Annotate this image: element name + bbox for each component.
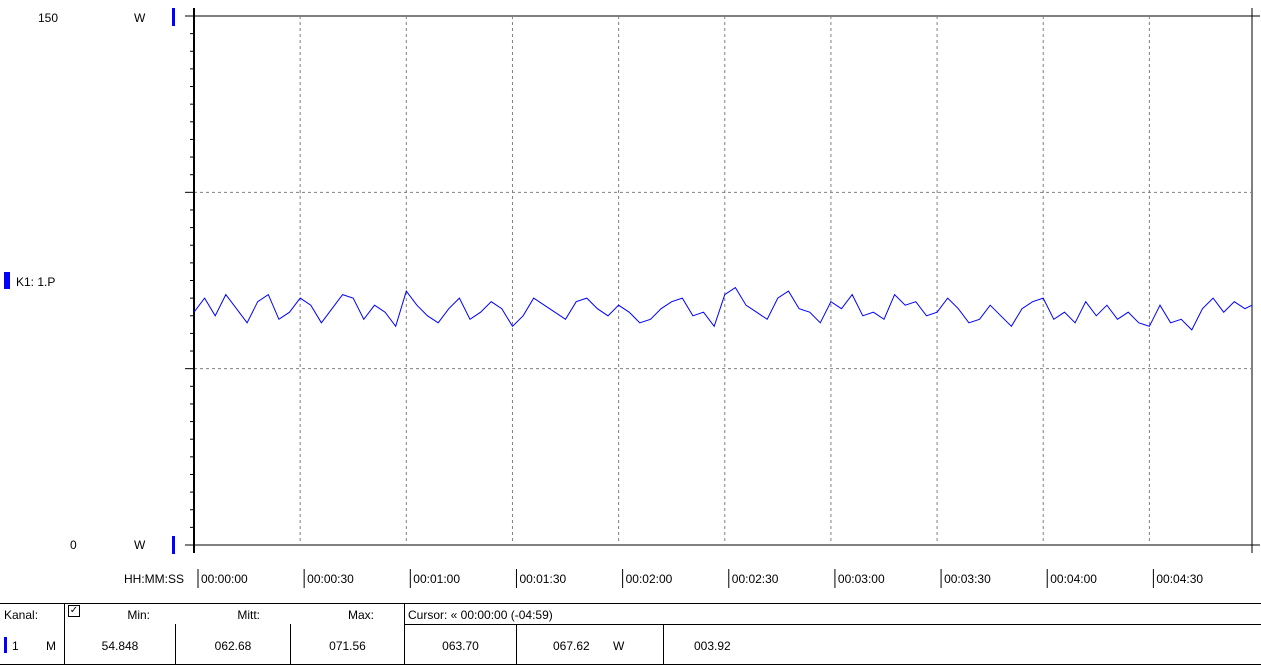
kanal-header: Kanal:	[4, 608, 39, 622]
x-tick-label: 00:03:30	[944, 572, 991, 586]
channel-label[interactable]: K1: 1.P	[16, 275, 55, 289]
cursor-value-3: 003.92	[694, 639, 731, 653]
x-tick-label: 00:04:30	[1156, 572, 1203, 586]
statistics-table: Kanal: ✓ Min: Mitt: Max: Cursor: « 00:00…	[0, 603, 1261, 665]
x-tick-label: 00:02:30	[732, 572, 779, 586]
y-min-unit: W	[134, 538, 146, 552]
channel-checkbox[interactable]: ✓	[68, 605, 80, 617]
channel-color-swatch	[4, 637, 7, 653]
cursor-header-border	[405, 624, 1261, 625]
grid	[194, 8, 1260, 553]
x-axis-label: HH:MM:SS	[124, 572, 184, 586]
series-line-k1	[193, 286, 1253, 331]
cursor-value-1: 063.70	[442, 639, 479, 653]
col-divider	[64, 603, 65, 665]
col-divider	[404, 603, 405, 665]
y-max-label: 150	[38, 11, 58, 25]
y-min-marker	[172, 536, 175, 554]
y-min-label: 0	[70, 538, 77, 552]
min-header: Min:	[127, 608, 150, 622]
min-value: 54.848	[101, 639, 139, 653]
max-value: 071.56	[329, 639, 366, 653]
cursor-value-2: 067.62	[553, 639, 590, 653]
x-tick-label: 00:01:00	[413, 572, 460, 586]
mitt-header: Mitt:	[237, 608, 260, 622]
x-tick-labels: 00:00:00 00:00:30 00:01:00 00:01:30 00:02:00…	[197, 569, 1203, 588]
max-header: Max:	[347, 608, 374, 622]
channel-number: 1	[12, 639, 19, 653]
x-tick-label: 00:03:00	[838, 572, 885, 586]
table-top-border	[0, 603, 1261, 604]
col-divider	[290, 624, 291, 665]
channel-mode: M	[46, 639, 56, 653]
checkbox-mark: ✓	[69, 605, 79, 616]
x-tick-label: 00:01:30	[519, 572, 566, 586]
mitt-value: 062.68	[214, 639, 252, 653]
col-divider	[663, 624, 664, 665]
channel-color-marker	[4, 272, 10, 289]
col-divider	[516, 624, 517, 665]
x-tick-label: 00:00:30	[307, 572, 354, 586]
cursor-header: Cursor: « 00:00:00 (-04:59)	[408, 608, 553, 622]
cursor-unit: W	[613, 639, 625, 653]
y-max-unit: W	[134, 11, 146, 25]
y-axis	[4, 8, 195, 554]
y-max-marker	[172, 8, 175, 26]
col-divider	[175, 624, 176, 665]
axis-labels: 150 W 0 W K1: 1.P HH:MM:SS	[16, 11, 184, 586]
x-tick-label: 00:02:00	[626, 572, 673, 586]
x-tick-label: 00:04:00	[1050, 572, 1097, 586]
x-tick-label: 00:00:00	[201, 572, 248, 586]
chart: 150 W 0 W K1: 1.P HH:MM:SS 00:00:00 00:00…	[4, 8, 1260, 588]
